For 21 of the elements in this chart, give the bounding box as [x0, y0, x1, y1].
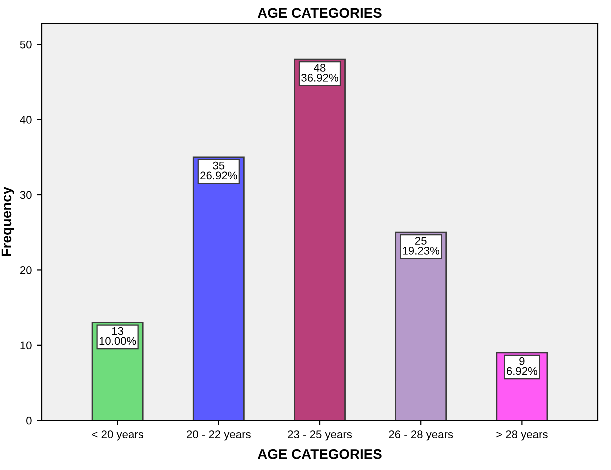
- x-tick-label: > 28 years: [496, 430, 548, 441]
- x-tick-label: 23 - 25 years: [288, 430, 352, 441]
- chart-title: AGE CATEGORIES: [258, 8, 382, 18]
- data-label: 35 26.92%: [200, 162, 238, 180]
- y-tick-label: 50: [20, 40, 32, 49]
- data-label: 48 36.92%: [302, 64, 338, 82]
- y-tick-label: 0: [26, 416, 32, 425]
- y-tick-label: 20: [20, 266, 32, 274]
- x-tick-label: < 20 years: [92, 430, 144, 441]
- bar: [192, 156, 245, 421]
- y-tick-label: 30: [20, 191, 32, 200]
- data-label: 9 6.92%: [506, 357, 538, 376]
- x-tick-label: 26 - 28 years: [389, 430, 454, 441]
- x-tick-label: 20 - 22 years: [187, 430, 251, 441]
- y-axis-title: Frequency: [2, 187, 14, 256]
- y-tick-label: 40: [20, 116, 32, 124]
- y-tick-label: 10: [20, 342, 32, 350]
- data-label: 25 19.23%: [403, 237, 440, 255]
- data-label: 13 10.00%: [100, 327, 136, 346]
- bar: [294, 58, 346, 421]
- x-axis-title: AGE CATEGORIES: [258, 449, 382, 460]
